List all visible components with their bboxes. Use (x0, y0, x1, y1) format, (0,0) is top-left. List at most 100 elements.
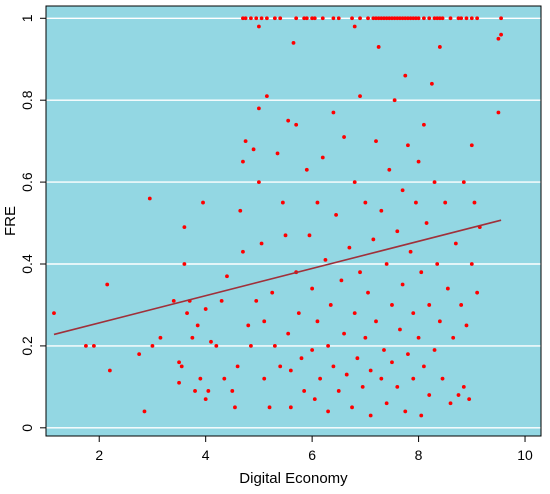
data-point (448, 16, 453, 21)
data-point (379, 16, 384, 21)
data-point (469, 262, 474, 266)
data-point (400, 188, 405, 193)
data-point (254, 298, 259, 303)
x-tick-label: 6 (308, 447, 316, 463)
data-point (408, 249, 413, 254)
data-point (275, 151, 280, 156)
data-point (395, 229, 400, 234)
data-point (177, 360, 181, 365)
data-point (257, 180, 261, 184)
data-point (270, 290, 275, 295)
data-point (352, 180, 357, 184)
data-point (347, 245, 352, 250)
data-point (374, 16, 378, 21)
data-point (185, 311, 189, 316)
data-point (422, 16, 426, 21)
data-point (390, 303, 394, 307)
data-point (331, 16, 336, 21)
data-point (419, 270, 424, 275)
x-tick-label: 2 (95, 447, 103, 463)
data-point (310, 286, 315, 291)
data-point (464, 16, 469, 21)
data-point (179, 364, 184, 369)
data-point (461, 384, 466, 389)
data-point (355, 356, 360, 361)
data-point (384, 262, 389, 266)
data-point (459, 303, 464, 307)
data-point (414, 16, 418, 21)
y-tick-label: 0.4 (19, 254, 35, 274)
data-point (411, 376, 416, 381)
data-point (352, 24, 357, 29)
data-point (230, 389, 235, 393)
data-point (291, 40, 296, 45)
data-point (475, 16, 480, 21)
data-point (328, 303, 333, 307)
data-point (296, 311, 301, 316)
data-point (312, 16, 317, 21)
data-point (464, 323, 469, 328)
data-point (310, 16, 315, 21)
data-point (246, 323, 251, 328)
data-point (395, 16, 400, 21)
data-point (469, 16, 474, 21)
data-point (320, 155, 325, 160)
data-point (379, 376, 384, 381)
data-point (142, 409, 147, 414)
data-point (390, 360, 394, 365)
data-point (416, 16, 421, 21)
data-point (315, 200, 320, 205)
data-point (440, 16, 445, 21)
x-tick-label: 8 (415, 447, 423, 463)
data-point (177, 380, 181, 385)
data-point (352, 311, 357, 316)
data-point (403, 73, 408, 78)
data-point (350, 16, 354, 21)
data-point (448, 401, 453, 406)
data-point (235, 364, 240, 369)
data-point (408, 16, 413, 21)
data-point (310, 348, 315, 352)
data-point (219, 298, 224, 303)
data-point (429, 81, 434, 86)
data-point (198, 376, 203, 381)
data-point (499, 16, 503, 21)
data-point (398, 16, 402, 21)
data-point (304, 16, 309, 21)
y-tick-label: 0.6 (19, 172, 35, 192)
data-point (336, 16, 341, 21)
data-point (400, 16, 405, 21)
data-point (283, 233, 288, 238)
data-point (424, 221, 429, 225)
data-point (105, 282, 110, 287)
data-point (214, 344, 219, 348)
data-point (400, 282, 405, 287)
data-point (371, 237, 376, 242)
data-point (201, 200, 205, 205)
data-point (342, 331, 346, 336)
data-point (384, 401, 389, 406)
data-point (363, 335, 368, 340)
data-point (150, 344, 155, 348)
data-point (288, 368, 293, 373)
data-point (411, 16, 416, 21)
data-point (390, 16, 394, 21)
data-point (326, 344, 330, 348)
data-point (257, 24, 261, 29)
data-point (209, 339, 213, 344)
data-point (107, 368, 112, 373)
data-point (437, 16, 442, 21)
data-point (368, 413, 373, 418)
y-tick-label: 0.8 (19, 90, 35, 110)
data-point (499, 32, 503, 37)
x-tick-label: 10 (517, 447, 533, 463)
data-point (422, 364, 426, 369)
data-point (182, 262, 187, 266)
data-point (403, 409, 408, 414)
data-point (392, 98, 397, 103)
data-point (92, 344, 96, 348)
plot-area-background (46, 6, 541, 436)
data-point (267, 405, 272, 410)
data-point (241, 249, 245, 254)
